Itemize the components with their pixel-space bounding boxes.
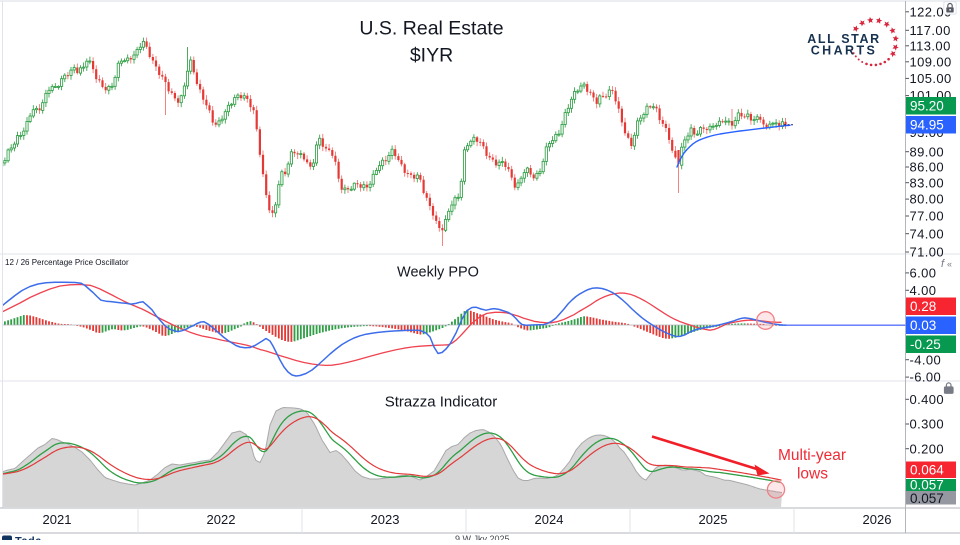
svg-text:-0.25: -0.25 — [910, 337, 941, 352]
svg-text:-4.00: -4.00 — [910, 352, 942, 367]
svg-text:83.00: 83.00 — [910, 175, 945, 190]
svg-text:109.00: 109.00 — [910, 54, 952, 69]
svg-text:9 W Jky 2025: 9 W Jky 2025 — [455, 534, 510, 540]
svg-text:0.300: 0.300 — [910, 417, 945, 432]
svg-text:0.03: 0.03 — [910, 318, 936, 333]
svg-text:105.00: 105.00 — [910, 71, 952, 86]
svg-text:2026: 2026 — [863, 512, 892, 527]
svg-text:$IYR: $IYR — [410, 45, 453, 67]
svg-text:Tada: Tada — [15, 536, 42, 541]
svg-text:113.00: 113.00 — [910, 38, 951, 53]
svg-text:95.20: 95.20 — [910, 99, 944, 114]
svg-text:0.400: 0.400 — [910, 392, 945, 407]
svg-text:6.00: 6.00 — [910, 266, 937, 281]
svg-text:80.00: 80.00 — [910, 192, 945, 207]
svg-text:U.S. Real Estate: U.S. Real Estate — [359, 18, 503, 40]
svg-text:4.00: 4.00 — [910, 283, 937, 298]
svg-text:0.064: 0.064 — [910, 463, 944, 478]
svg-text:117.00: 117.00 — [910, 23, 951, 38]
svg-text:0.28: 0.28 — [910, 299, 936, 314]
svg-text:71.00: 71.00 — [910, 245, 945, 260]
svg-text:-6.00: -6.00 — [910, 370, 942, 385]
svg-text:77.00: 77.00 — [910, 209, 945, 224]
svg-text:89.00: 89.00 — [910, 144, 945, 159]
svg-text:Multi-year: Multi-year — [778, 447, 846, 464]
svg-text:74.00: 74.00 — [910, 226, 945, 241]
svg-text:Weekly PPO: Weekly PPO — [397, 265, 479, 281]
svg-text:2021: 2021 — [43, 512, 72, 527]
svg-text:0.057: 0.057 — [910, 491, 944, 506]
svg-text:Strazza Indicator: Strazza Indicator — [385, 394, 498, 411]
svg-text:«: « — [947, 259, 952, 269]
svg-text:0.200: 0.200 — [910, 441, 945, 456]
svg-text:lows: lows — [797, 466, 828, 483]
svg-text:2023: 2023 — [371, 512, 400, 527]
svg-text:2022: 2022 — [207, 512, 236, 527]
svg-text:86.00: 86.00 — [910, 160, 945, 175]
svg-text:2025: 2025 — [699, 512, 728, 527]
svg-text:94.95: 94.95 — [910, 118, 944, 133]
svg-text:2024: 2024 — [535, 512, 564, 527]
svg-text:CHARTS: CHARTS — [811, 44, 877, 58]
svg-text:12 / 26 Percentage Price Oscil: 12 / 26 Percentage Price Oscillator — [5, 258, 129, 267]
